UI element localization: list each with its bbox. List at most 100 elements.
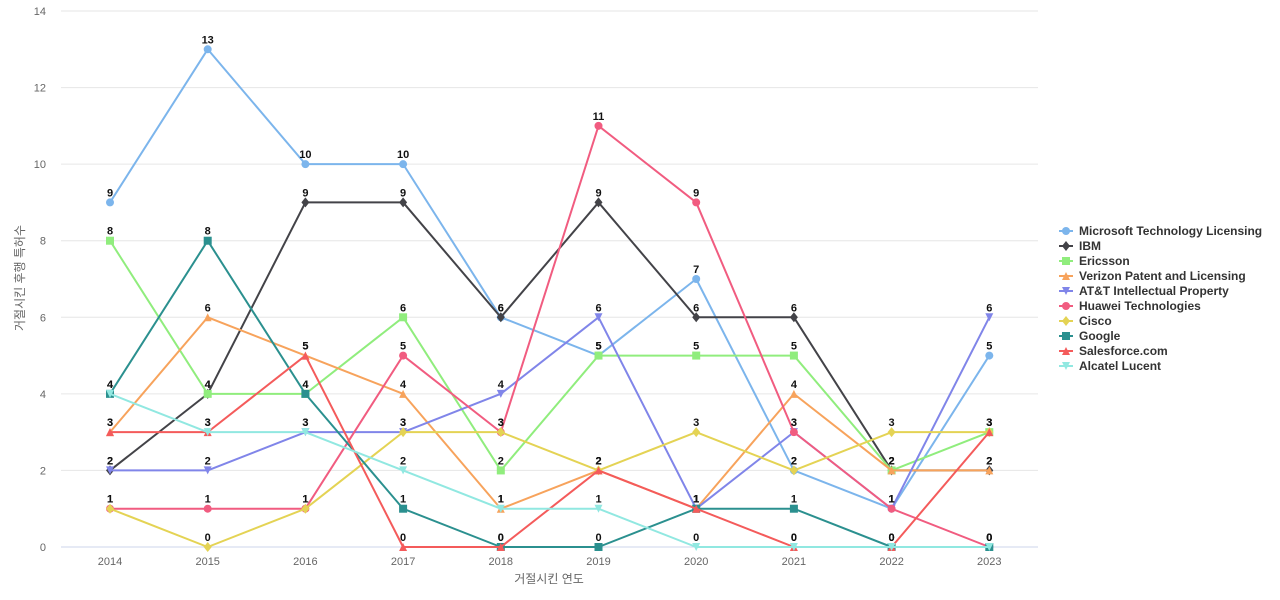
legend-item-0: Microsoft Technology Licensing bbox=[1059, 224, 1262, 238]
data-label-0-7: 2 bbox=[791, 455, 797, 467]
data-label-5-8: 1 bbox=[889, 494, 895, 506]
legend-label-9: Alcatel Lucent bbox=[1079, 359, 1161, 373]
legend-label-1: IBM bbox=[1079, 239, 1101, 253]
data-point-5-5 bbox=[594, 121, 603, 130]
data-label-3-4: 1 bbox=[498, 494, 504, 506]
data-label-7-2: 4 bbox=[302, 379, 309, 391]
data-label-6-1: 0 bbox=[205, 532, 211, 544]
data-point-5-1 bbox=[203, 504, 212, 513]
data-label-3-8: 2 bbox=[889, 455, 895, 467]
data-point-8-9 bbox=[985, 428, 994, 437]
series-line-9 bbox=[109, 392, 991, 548]
series-9 bbox=[106, 389, 994, 551]
data-point-0-2 bbox=[301, 160, 310, 169]
data-point-6-1 bbox=[203, 542, 212, 552]
data-point-6-4 bbox=[496, 427, 505, 438]
legend-label-7: Google bbox=[1079, 329, 1121, 343]
data-label-7-0: 4 bbox=[107, 379, 114, 391]
data-point-6-0 bbox=[106, 503, 114, 514]
data-point-7-5 bbox=[594, 543, 603, 551]
data-label-1-6: 6 bbox=[693, 302, 699, 314]
data-label-7-5: 0 bbox=[595, 532, 601, 544]
data-label-1-7: 6 bbox=[791, 302, 797, 314]
data-label-7-9: 0 bbox=[986, 532, 992, 544]
data-point-7-7 bbox=[789, 504, 798, 513]
legend-label-8: Salesforce.com bbox=[1079, 344, 1168, 358]
data-label-9-7: 0 bbox=[791, 532, 797, 544]
data-point-6-7 bbox=[789, 465, 798, 476]
data-label-9-3: 2 bbox=[400, 455, 406, 467]
data-point-3-9 bbox=[985, 466, 994, 475]
data-label-2-3: 6 bbox=[400, 302, 406, 314]
data-label-1-4: 6 bbox=[498, 302, 504, 314]
data-label-7-6: 1 bbox=[693, 494, 699, 506]
data-label-2-0: 8 bbox=[107, 226, 113, 238]
data-point-3-8 bbox=[887, 466, 896, 475]
data-label-2-7: 5 bbox=[791, 341, 797, 353]
x-tick-label-2018: 2018 bbox=[489, 556, 513, 568]
data-label-4-7: 3 bbox=[791, 417, 797, 429]
data-point-2-0 bbox=[106, 236, 114, 245]
data-label-8-6: 1 bbox=[693, 494, 699, 506]
x-tick-label-2016: 2016 bbox=[293, 556, 317, 568]
data-point-1-2 bbox=[301, 197, 310, 208]
data-label-7-3: 1 bbox=[400, 494, 406, 506]
series-line-6 bbox=[109, 431, 991, 548]
data-point-4-5 bbox=[594, 313, 603, 322]
data-point-9-2 bbox=[301, 428, 310, 437]
legend-item-5: Huawei Technologies bbox=[1059, 299, 1201, 313]
series-line-5 bbox=[109, 124, 991, 548]
legend-marker-7 bbox=[1062, 332, 1070, 340]
data-label-2-6: 5 bbox=[693, 341, 699, 353]
data-point-3-1 bbox=[203, 313, 212, 322]
legend-label-2: Ericsson bbox=[1079, 254, 1130, 268]
data-point-6-2 bbox=[301, 503, 310, 514]
x-tick-label-2014: 2014 bbox=[98, 556, 122, 568]
data-label-1-3: 9 bbox=[400, 187, 406, 199]
data-label-2-2: 4 bbox=[302, 379, 309, 391]
data-point-9-4 bbox=[496, 504, 505, 513]
data-point-9-0 bbox=[106, 389, 114, 398]
data-label-5-9: 0 bbox=[986, 532, 992, 544]
data-label-0-3: 10 bbox=[397, 149, 409, 161]
data-point-0-0 bbox=[106, 198, 114, 207]
x-tick-label-2020: 2020 bbox=[684, 556, 708, 568]
legend-item-7: Google bbox=[1059, 329, 1121, 343]
data-label-2-1: 4 bbox=[205, 379, 212, 391]
legend-marker-5 bbox=[1062, 302, 1070, 310]
data-label-8-2: 5 bbox=[302, 341, 308, 353]
data-label-5-7: 3 bbox=[791, 417, 797, 429]
data-label-3-5: 2 bbox=[595, 455, 601, 467]
data-label-7-4: 0 bbox=[498, 532, 504, 544]
series-6 bbox=[106, 427, 994, 552]
legend-label-5: Huawei Technologies bbox=[1079, 299, 1201, 313]
legend-marker-9 bbox=[1062, 362, 1070, 370]
data-point-1-7 bbox=[789, 312, 798, 323]
data-label-6-7: 2 bbox=[791, 455, 797, 467]
data-point-9-1 bbox=[203, 428, 212, 437]
data-label-8-5: 2 bbox=[595, 455, 601, 467]
data-point-8-0 bbox=[106, 428, 114, 437]
y-tick-label-8: 8 bbox=[40, 236, 46, 248]
data-label-3-0: 3 bbox=[107, 417, 113, 429]
y-tick-label-12: 12 bbox=[34, 83, 46, 95]
data-label-0-8: 1 bbox=[889, 494, 895, 506]
data-point-8-4 bbox=[496, 543, 505, 551]
data-label-6-0: 1 bbox=[107, 494, 113, 506]
data-label-4-9: 6 bbox=[986, 302, 992, 314]
data-point-8-2 bbox=[301, 351, 310, 360]
data-point-5-3 bbox=[399, 351, 408, 360]
data-label-0-5: 5 bbox=[595, 341, 601, 353]
data-label-0-9: 5 bbox=[986, 341, 992, 353]
data-label-5-2: 1 bbox=[302, 494, 308, 506]
data-point-7-3 bbox=[399, 504, 408, 513]
data-label-9-8: 0 bbox=[889, 532, 895, 544]
x-tick-label-2015: 2015 bbox=[195, 556, 219, 568]
data-label-9-1: 3 bbox=[205, 417, 211, 429]
data-point-0-3 bbox=[399, 160, 408, 169]
data-label-0-1: 13 bbox=[202, 34, 214, 46]
x-axis-title: 거절시킨 연도 bbox=[514, 572, 584, 586]
data-label-1-9: 2 bbox=[986, 455, 992, 467]
